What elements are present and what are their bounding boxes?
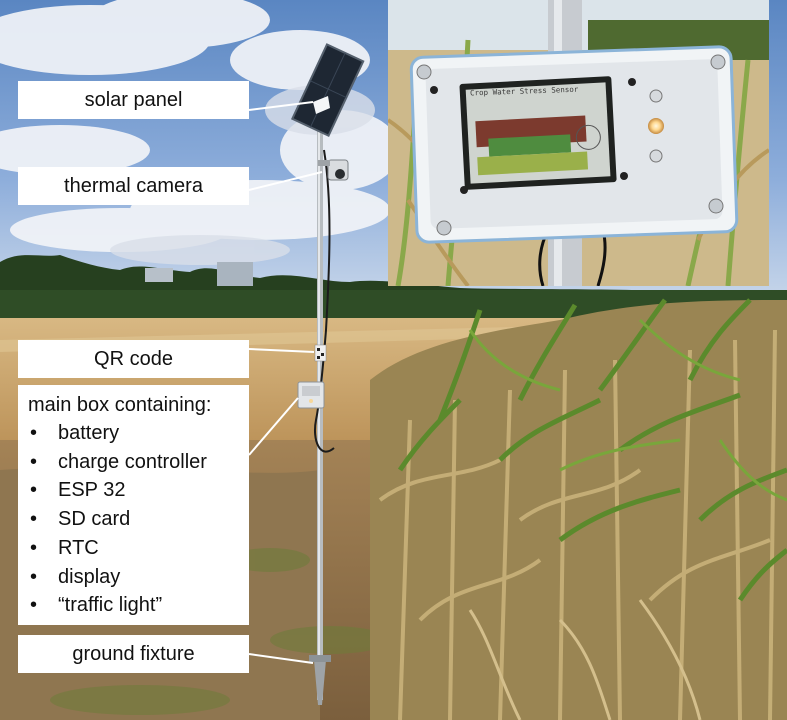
main-box-component-list: battery charge controller ESP 32 SD card…	[28, 419, 239, 620]
list-item: charge controller	[28, 448, 239, 477]
list-item: SD card	[28, 505, 239, 534]
distant-building	[217, 262, 253, 286]
label-thermal-camera: thermal camera	[18, 167, 249, 205]
maize-crop	[370, 298, 787, 720]
list-item: “traffic light”	[28, 591, 239, 620]
label-solar-panel: solar panel	[18, 81, 249, 119]
traffic-light-leds	[648, 89, 664, 163]
thermal-camera	[318, 159, 349, 181]
inset-photo	[388, 0, 769, 286]
pointer-lines	[248, 101, 323, 664]
ground-fixture-spike	[314, 660, 326, 705]
inset-closeup-photo	[388, 0, 769, 286]
label-ground-fixture: ground fixture	[18, 635, 249, 673]
label-main-box: main box containing: battery charge cont…	[18, 385, 249, 625]
solar-panel	[290, 43, 365, 138]
main-box	[297, 381, 325, 409]
list-item: battery	[28, 419, 239, 448]
list-item: RTC	[28, 534, 239, 563]
list-item: ESP 32	[28, 476, 239, 505]
label-qr-code: QR code	[18, 340, 249, 378]
display-screen	[459, 76, 617, 190]
list-item: display	[28, 563, 239, 592]
qr-code-sticker	[314, 344, 327, 362]
main-box-heading: main box containing:	[28, 394, 212, 416]
